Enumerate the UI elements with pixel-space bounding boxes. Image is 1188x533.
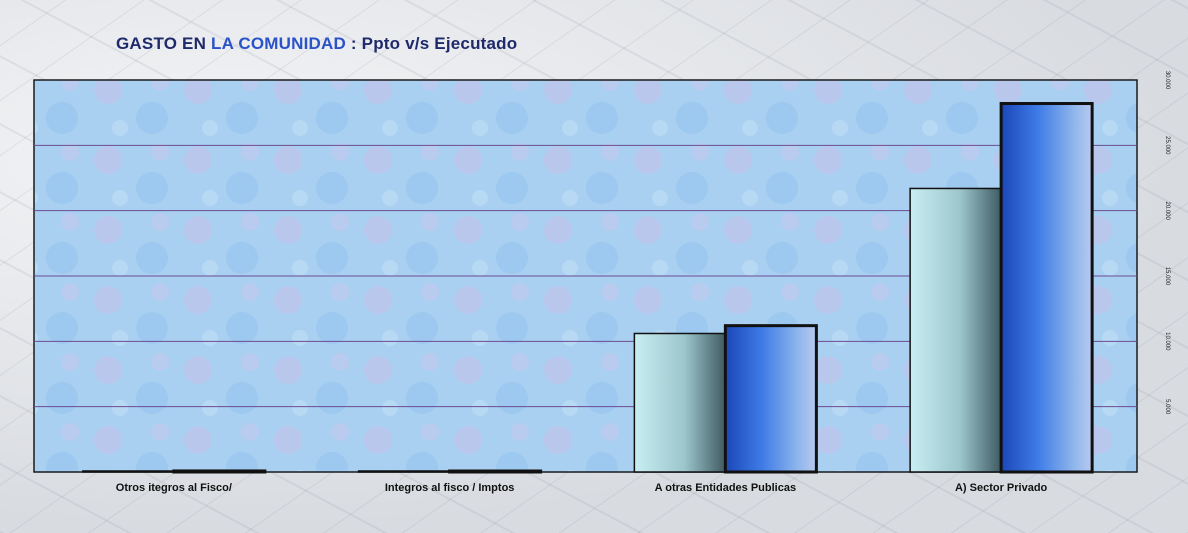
chart-title: GASTO EN LA COMUNIDAD : Ppto v/s Ejecuta… <box>116 34 517 54</box>
category-label: Otros itegros al Fisco/ <box>116 482 232 494</box>
title-part2: LA COMUNIDAD <box>211 34 346 53</box>
bar-series-2 <box>172 469 267 474</box>
bar-series-1 <box>357 470 451 473</box>
title-part3: : Ppto v/s Ejecutado <box>345 34 518 53</box>
x-axis-labels: Otros itegros al Fisco/Integros al fisco… <box>116 482 1048 494</box>
y-tick-label: 20.000 <box>1164 201 1170 220</box>
y-tick-label: 25.000 <box>1164 136 1170 155</box>
bar-series-2 <box>448 469 543 474</box>
bar-series-1 <box>909 187 1002 473</box>
category-label: A otras Entidades Publicas <box>655 482 796 494</box>
bars <box>82 102 1094 474</box>
bar-series-2 <box>723 324 818 474</box>
y-tick-label: 5.000 <box>1164 399 1170 415</box>
bar-series-1 <box>633 332 727 473</box>
y-tick-label: 10.000 <box>1164 332 1170 351</box>
y-tick-label: 30.000 <box>1164 71 1170 90</box>
category-label: Integros al fisco / Imptos <box>385 482 515 494</box>
y-tick-label: 15.000 <box>1164 267 1170 286</box>
bar-series-2 <box>999 102 1094 474</box>
y-axis-ticks: 5.000 10.000 15.000 20.000 25.000 30.000 <box>1164 71 1170 415</box>
title-part1: GASTO EN <box>116 34 212 53</box>
bar-series-1 <box>82 470 175 473</box>
category-label: A) Sector Privado <box>955 482 1048 494</box>
